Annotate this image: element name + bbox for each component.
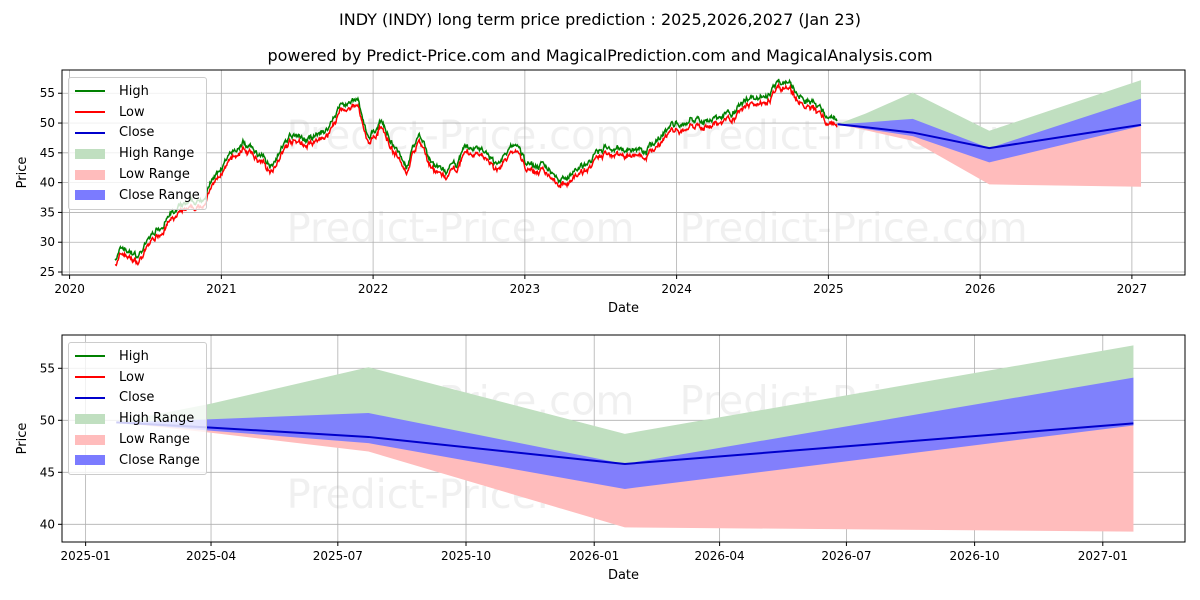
legend-line-swatch	[75, 131, 105, 134]
plot-panel-overview: Predict-Price.com Predict-Price.com Predic…	[15, 69, 1186, 316]
legend-item: Low	[75, 102, 200, 123]
legend-item: Close Range	[75, 450, 200, 471]
legend-area-swatch	[75, 455, 105, 466]
x-axis-label: Date	[608, 301, 639, 316]
y-tick-label: 25	[40, 265, 55, 279]
legend-line-swatch	[75, 111, 105, 114]
x-tick-label: 2023	[510, 282, 541, 296]
legend-label: Close	[119, 390, 155, 406]
x-tick-label: 2026-10	[950, 549, 1000, 563]
plot-panel-zoomed: Predict-Price.comPredict-Price.comPredic…	[15, 334, 1186, 583]
y-axis-label: Price	[15, 157, 30, 189]
legend-line-swatch	[75, 90, 105, 93]
y-tick-label: 50	[40, 413, 55, 427]
low-price-line	[114, 82, 838, 267]
y-tick-label: 50	[40, 116, 55, 130]
x-tick-label: 2026	[965, 282, 996, 296]
legend-label: Low	[119, 104, 145, 120]
x-tick-label: 2026-01	[569, 549, 619, 563]
legend-item: Close	[75, 388, 200, 409]
legend-line-swatch	[75, 355, 105, 358]
legend-item: Close	[75, 123, 200, 144]
close-forecast-line	[837, 123, 1142, 150]
x-tick-label: 2027	[1117, 282, 1148, 296]
y-tick-label: 35	[40, 205, 55, 219]
legend-line-swatch	[75, 396, 105, 399]
legend-item: Close Range	[75, 185, 200, 206]
y-tick-label: 55	[40, 86, 55, 100]
high-price-line	[114, 78, 838, 261]
legend-top: High Low Close High Range Low Range Close Ran…	[68, 77, 207, 210]
watermark-text: Predict-Price.com	[287, 113, 635, 159]
legend-item: High	[75, 346, 200, 367]
chart-title: INDY (INDY) long term price prediction :…	[339, 10, 861, 29]
watermark-text: Predict-Price.com	[287, 205, 635, 251]
legend-label: Close Range	[119, 187, 200, 203]
x-tick-label: 2027-01	[1078, 549, 1128, 563]
y-tick-label: 40	[40, 176, 55, 190]
y-tick-label: 45	[40, 465, 55, 479]
x-tick-label: 2024	[661, 282, 692, 296]
x-tick-label: 2026-07	[821, 549, 871, 563]
x-tick-label: 2021	[206, 282, 237, 296]
legend-item: High	[75, 81, 200, 102]
legend-area-swatch	[75, 434, 105, 445]
legend-label: Low Range	[119, 167, 190, 183]
legend-item: High Range	[75, 408, 200, 429]
y-tick-label: 45	[40, 146, 55, 160]
plot-frame	[61, 334, 1186, 543]
x-tick-label: 2025-10	[441, 549, 491, 563]
y-tick-label: 40	[40, 517, 55, 531]
legend-area-swatch	[75, 190, 105, 201]
legend-line-swatch	[75, 376, 105, 379]
plot-frame	[61, 69, 1186, 276]
legend-label: Close	[119, 125, 155, 141]
x-tick-label: 2026-04	[695, 549, 745, 563]
legend-label: High Range	[119, 146, 195, 162]
legend-item: Low Range	[75, 429, 200, 450]
x-tick-label: 2025-04	[186, 549, 236, 563]
legend-label: High	[119, 83, 149, 99]
x-tick-label: 2025-07	[313, 549, 363, 563]
y-axis-label: Price	[15, 423, 30, 455]
legend-label: Low Range	[119, 432, 190, 448]
watermark-text: Predict-Price.com	[680, 205, 1028, 251]
legend-label: Low	[119, 369, 145, 385]
legend-label: Close Range	[119, 452, 200, 468]
legend-item: Low Range	[75, 164, 200, 185]
legend-label: High	[119, 348, 149, 364]
legend-item: High Range	[75, 143, 200, 164]
legend-item: Low	[75, 367, 200, 388]
legend-area-swatch	[75, 413, 105, 424]
x-tick-label: 2022	[358, 282, 389, 296]
chart-subtitle: powered by Predict-Price.com and Magical…	[267, 46, 933, 65]
legend-label: High Range	[119, 411, 195, 427]
plot-area	[116, 345, 1134, 532]
plot-area	[114, 78, 1142, 267]
x-tick-label: 2025-01	[61, 549, 111, 563]
legend-area-swatch	[75, 148, 105, 159]
y-tick-label: 55	[40, 361, 55, 375]
x-axis-label: Date	[608, 568, 639, 583]
x-tick-label: 2020	[54, 282, 85, 296]
legend-bottom: High Low Close High Range Low Range Close Ran…	[68, 342, 207, 475]
legend-area-swatch	[75, 169, 105, 180]
y-tick-label: 30	[40, 235, 55, 249]
x-tick-label: 2025	[813, 282, 844, 296]
